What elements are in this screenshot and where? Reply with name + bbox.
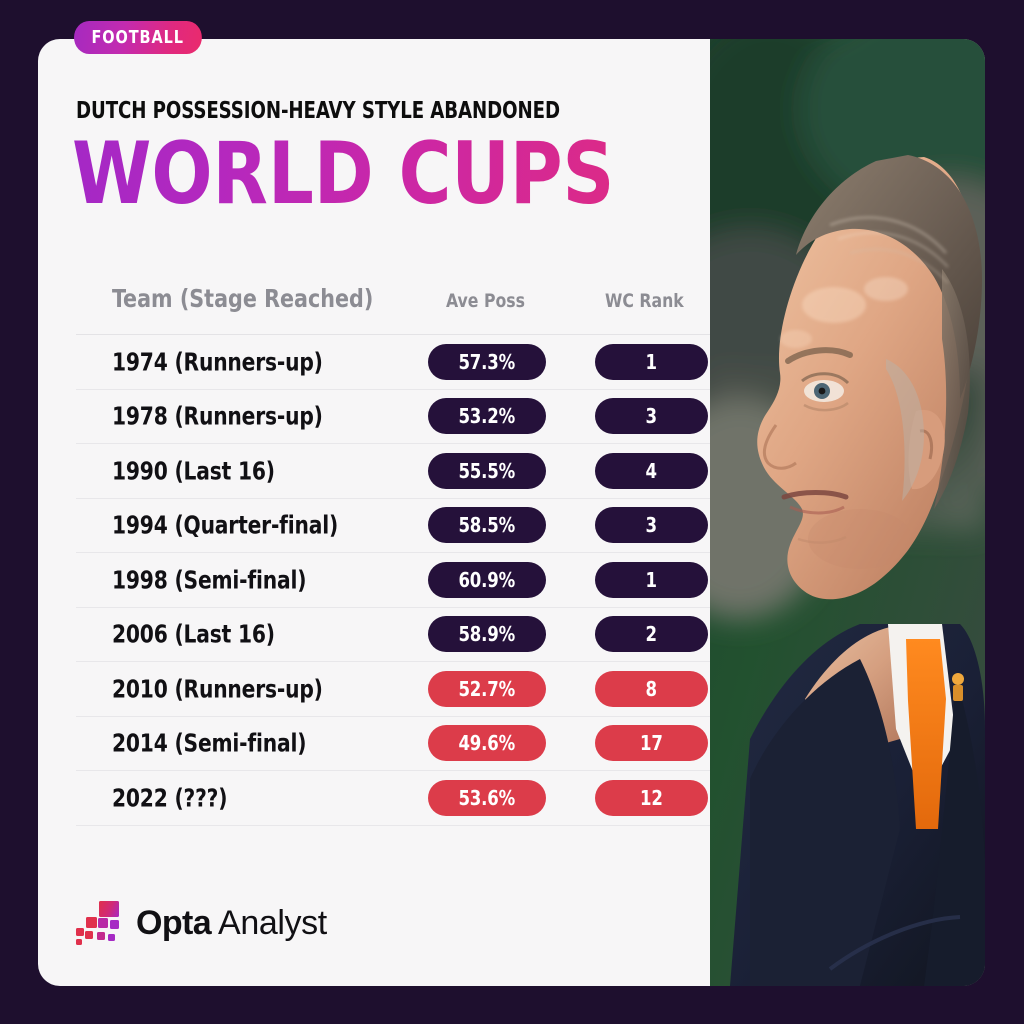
pill-wc-rank: 12 [595, 779, 708, 816]
table-row: 2010 (Runners-up) 52.7% 8 [76, 662, 710, 717]
pill-ave-poss: 53.6% [428, 779, 546, 816]
column-header-team: Team (Stage Reached) [112, 284, 374, 313]
table-row: 1994 (Quarter-final) 58.5% 3 [76, 499, 710, 553]
table-row: 2014 (Semi-final) 49.6% 17 [76, 717, 710, 771]
pill-ave-poss: 52.7% [428, 670, 546, 707]
cell-ave-poss: 53.6% [458, 785, 516, 810]
table-row: 2022 (???) 53.6% 12 [76, 771, 710, 826]
cell-ave-poss: 57.3% [458, 349, 516, 374]
cell-team: 1998 (Semi-final) [112, 565, 307, 595]
cell-wc-rank: 1 [645, 567, 658, 592]
cell-team: 2014 (Semi-final) [112, 728, 307, 758]
pill-wc-rank: 1 [595, 343, 708, 380]
page-title: WORLD CUPS [72, 124, 615, 224]
pill-wc-rank: 3 [595, 507, 708, 544]
table-row: 1998 (Semi-final) 60.9% 1 [76, 553, 710, 608]
cell-ave-poss: 60.9% [458, 567, 516, 592]
table-body: 1974 (Runners-up) 57.3% 1 1978 (Runners-up)… [76, 334, 710, 826]
pill-wc-rank: 4 [595, 452, 708, 489]
logo-brand-text: Opta [136, 903, 212, 942]
cell-team: 2022 (???) [112, 783, 228, 813]
content-column: DUTCH POSSESSION-HEAVY STYLE ABANDONED W… [38, 39, 710, 986]
cell-wc-rank: 1 [645, 349, 658, 374]
cell-wc-rank: 4 [645, 458, 658, 483]
pill-ave-poss: 58.5% [428, 507, 546, 544]
opta-logo-wordmark: Opta Analyst [136, 904, 327, 943]
cell-ave-poss: 58.9% [458, 622, 516, 647]
pill-wc-rank: 3 [595, 398, 708, 435]
table-row: 2006 (Last 16) 58.9% 2 [76, 608, 710, 662]
cell-team: 2010 (Runners-up) [112, 674, 323, 704]
table-header-row: Team (Stage Reached) Ave Poss WC Rank [76, 254, 710, 334]
pill-wc-rank: 8 [595, 670, 708, 707]
cell-ave-poss: 49.6% [458, 731, 516, 756]
cell-team: 2006 (Last 16) [112, 619, 275, 649]
opta-logo-icon [76, 901, 124, 945]
cell-wc-rank: 17 [640, 731, 663, 756]
cell-wc-rank: 2 [645, 622, 658, 647]
cell-ave-poss: 55.5% [458, 458, 516, 483]
player-photo [710, 39, 985, 986]
pill-ave-poss: 57.3% [428, 343, 546, 380]
pill-wc-rank: 1 [595, 561, 708, 598]
cell-team: 1994 (Quarter-final) [112, 510, 339, 540]
subtitle-eyebrow: DUTCH POSSESSION-HEAVY STYLE ABANDONED [76, 96, 561, 124]
cell-ave-poss: 58.5% [458, 513, 516, 538]
pill-wc-rank: 17 [595, 725, 708, 762]
logo-product-text: Analyst [218, 903, 327, 942]
cell-team: 1990 (Last 16) [112, 456, 275, 486]
column-header-ave-poss: Ave Poss [446, 290, 526, 312]
table-row: 1978 (Runners-up) 53.2% 3 [76, 390, 710, 444]
opta-analyst-logo: Opta Analyst [76, 901, 327, 945]
cell-wc-rank: 3 [645, 513, 658, 538]
cell-team: 1974 (Runners-up) [112, 347, 323, 377]
column-header-wc-rank: WC Rank [605, 290, 684, 312]
pill-ave-poss: 53.2% [428, 398, 546, 435]
cell-team: 1978 (Runners-up) [112, 401, 323, 431]
table-row: 1990 (Last 16) 55.5% 4 [76, 444, 710, 499]
category-badge[interactable]: FOOTBALL [74, 21, 202, 54]
pill-ave-poss: 58.9% [428, 616, 546, 653]
pill-wc-rank: 2 [595, 616, 708, 653]
pill-ave-poss: 55.5% [428, 452, 546, 489]
table-row: 1974 (Runners-up) 57.3% 1 [76, 335, 710, 390]
stats-table: Team (Stage Reached) Ave Poss WC Rank 19… [76, 254, 710, 826]
cell-ave-poss: 52.7% [458, 676, 516, 701]
cell-ave-poss: 53.2% [458, 404, 516, 429]
cell-wc-rank: 8 [645, 676, 658, 701]
cell-wc-rank: 12 [640, 785, 663, 810]
infographic-card: DUTCH POSSESSION-HEAVY STYLE ABANDONED W… [38, 39, 985, 986]
pill-ave-poss: 49.6% [428, 725, 546, 762]
pill-ave-poss: 60.9% [428, 561, 546, 598]
cell-wc-rank: 3 [645, 404, 658, 429]
